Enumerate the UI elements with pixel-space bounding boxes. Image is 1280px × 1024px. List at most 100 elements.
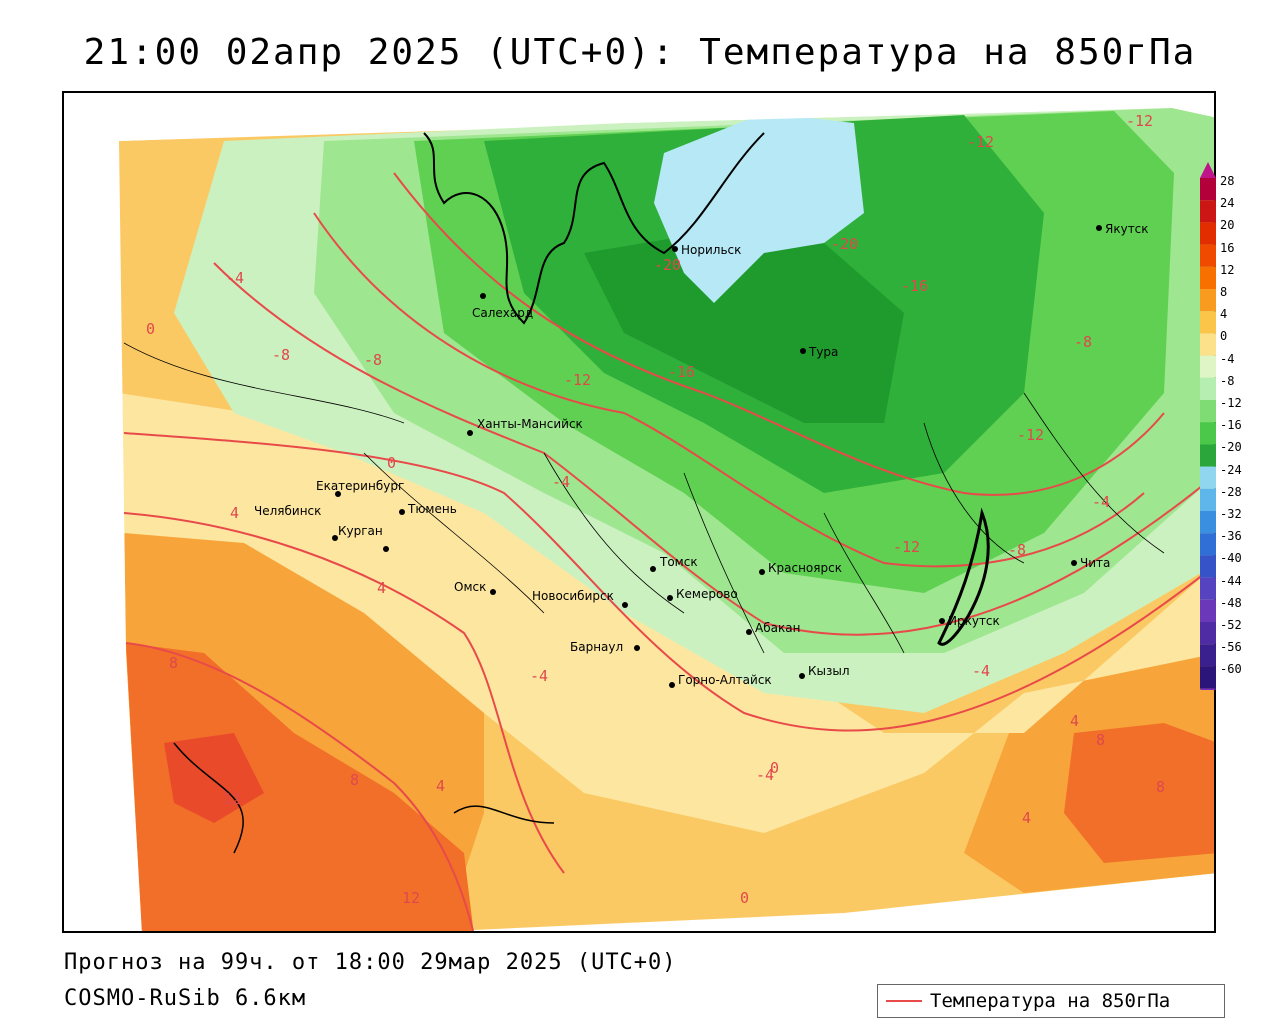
scale-swatch (1200, 599, 1216, 622)
contour-label: -4 (1092, 493, 1110, 511)
isotherm-zero (123, 432, 1214, 732)
scale-bar (1200, 162, 1216, 705)
scale-arrow-up (1200, 162, 1216, 178)
svg-text:Томск: Томск (659, 555, 698, 569)
contour-label: -8 (1008, 541, 1026, 559)
svg-text:Абакан: Абакан (755, 621, 800, 635)
contour-labels: -20 -20 -16 -16 -12 -12 -12 -12 -12 -8 -… (146, 112, 1165, 907)
isotherm-minus-8 (313, 212, 1145, 568)
cold-core (654, 113, 864, 303)
scale-tick-label: -24 (1220, 462, 1242, 477)
scale-tick-label: -52 (1220, 618, 1242, 632)
city-omsk: Омск (454, 580, 496, 595)
cities-layer: Норильск Якутск Салехард Тура Ханты-Манс… (254, 222, 1149, 688)
scale-tick-label: -32 (1220, 507, 1242, 521)
scale-swatch (1200, 422, 1216, 445)
contour-label: 8 (1096, 731, 1105, 749)
scale-swatch (1200, 311, 1216, 334)
contour-label: 12 (402, 889, 420, 907)
isotherms (123, 172, 1214, 931)
contour-label: 8 (1156, 778, 1165, 796)
city-kyzyl: Кызыл (799, 664, 850, 679)
temperature-color-scale: 28 24 20 16 12 8 4 0 -4 -8 -12 -16 -20 -24 -28 -32 -36 -4… (1198, 160, 1280, 705)
city-chita: Чита (1071, 556, 1110, 570)
svg-text:Норильск: Норильск (681, 243, 741, 257)
svg-text:Новосибирск: Новосибирск (532, 589, 614, 603)
scale-swatch (1200, 533, 1216, 556)
scale-tick-label: -16 (1220, 418, 1242, 433)
scale-swatch (1200, 333, 1216, 356)
scale-swatch (1200, 266, 1216, 289)
isotherm-plus-8 (125, 642, 475, 931)
city-chelyabinsk: Челябинск (254, 504, 338, 541)
contour-label: -4 (552, 473, 570, 491)
contour-label: -8 (272, 346, 290, 364)
map-canvas: Норильск Якутск Салехард Тура Ханты-Манс… (64, 93, 1214, 931)
scale-swatch (1200, 577, 1216, 600)
scale-tick-label: -40 (1220, 551, 1242, 566)
scale-tick-label: 8 (1220, 285, 1228, 299)
boundaries (123, 132, 1165, 854)
city-tyumen: Тюмень (399, 502, 457, 516)
contour-label: 4 (436, 777, 445, 795)
scale-swatch (1200, 355, 1216, 378)
arctic-coastline (423, 132, 765, 325)
legend-label: Температура на 850гПа (930, 990, 1171, 1012)
contour-label: 4 (1022, 809, 1031, 827)
svg-text:Кемерово: Кемерово (676, 587, 738, 601)
svg-text:Екатеринбург: Екатеринбург (316, 479, 404, 493)
scale-swatch (1200, 178, 1216, 201)
isotherm-minus-4 (213, 262, 1214, 636)
contour-label: -12 (1126, 112, 1153, 130)
scale-tick-label: 12 (1220, 262, 1235, 277)
city-yekaterinburg: Екатеринбург (316, 479, 404, 497)
contour-label: -20 (831, 235, 858, 253)
scale-swatch (1200, 222, 1216, 245)
scale-tick-label: 16 (1220, 240, 1235, 255)
city-krasnoyarsk: Красноярск (759, 561, 842, 575)
contour-label: -4 (530, 667, 548, 685)
scale-swatch (1200, 444, 1216, 467)
scale-swatch (1200, 200, 1216, 223)
forecast-info: Прогноз на 99ч. от 18:00 29мар 2025 (UTC… (64, 950, 677, 975)
city-kurgan: Курган (338, 524, 389, 552)
svg-text:Салехард: Салехард (472, 306, 533, 320)
scale-tick-label: -28 (1220, 484, 1242, 499)
scale-swatch (1200, 488, 1216, 511)
contour-label: 0 (770, 759, 779, 777)
outside-domain-w (64, 141, 142, 931)
scale-tick-label: -48 (1220, 595, 1242, 610)
isotherm-minus-12 (393, 172, 1165, 496)
city-yakutsk: Якутск (1096, 222, 1149, 236)
svg-text:Курган: Курган (338, 524, 383, 538)
contour-label: 4 (230, 504, 239, 522)
svg-text:Красноярск: Красноярск (768, 561, 842, 575)
svg-text:Тура: Тура (808, 345, 838, 359)
svg-text:Ханты-Мансийск: Ханты-Мансийск (477, 417, 583, 431)
svg-text:Кызыл: Кызыл (808, 664, 850, 678)
svg-text:Челябинск: Челябинск (254, 504, 321, 518)
scale-tick-label: 0 (1220, 329, 1228, 344)
map-title: 21:00 02апр 2025 (UTC+0): Температура на… (83, 32, 1197, 73)
scale-tick-label: 4 (1220, 307, 1228, 322)
temperature-map[interactable]: Норильск Якутск Салехард Тура Ханты-Манс… (62, 91, 1216, 933)
contour-label: 8 (169, 654, 178, 672)
svg-text:Барнаул: Барнаул (570, 640, 623, 654)
scale-tick-label: -20 (1220, 440, 1242, 455)
scale-swatch (1200, 511, 1216, 534)
contour-label: -8 (1074, 333, 1092, 351)
svg-text:Чита: Чита (1080, 556, 1110, 570)
city-kemerovo: Кемерово (667, 587, 738, 601)
scale-tick-label: -60 (1220, 662, 1242, 677)
contour-label: 0 (146, 320, 155, 338)
model-info: COSMO-RuSib 6.6км (64, 986, 307, 1011)
contour-label: -4 (226, 269, 244, 287)
border-kazakhstan (173, 742, 555, 854)
regional-borders (123, 342, 1165, 654)
contour-label: -8 (364, 351, 382, 369)
isotherm-plus-4 (123, 512, 565, 874)
contour-label: -16 (901, 277, 928, 295)
map-legend: Температура на 850гПа (877, 984, 1225, 1018)
scale-tick-label: -12 (1220, 396, 1242, 410)
scale-swatch (1200, 622, 1216, 645)
